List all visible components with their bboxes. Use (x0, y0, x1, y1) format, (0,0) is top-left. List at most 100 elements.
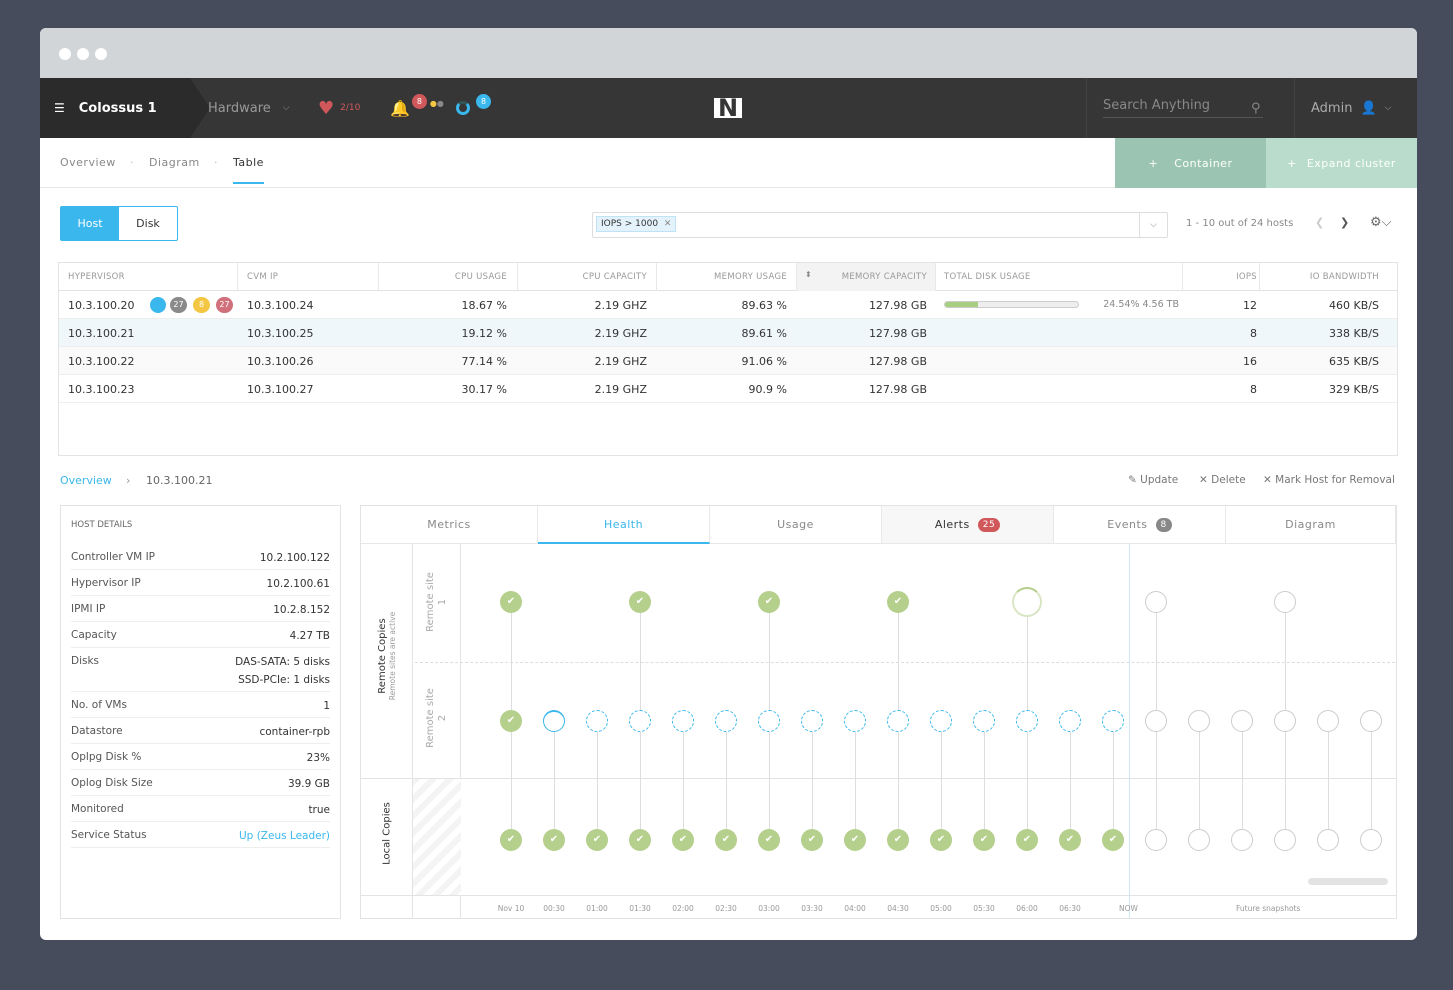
column-header[interactable]: CPU CAPACITY (582, 272, 647, 282)
tasks-indicator[interactable]: 8 (456, 78, 491, 138)
snapshot-pending[interactable] (715, 710, 737, 732)
window-max-dot[interactable] (95, 48, 107, 60)
snapshot-future[interactable] (1317, 710, 1339, 732)
tab-diagram[interactable]: Diagram (1226, 506, 1396, 544)
health-indicator[interactable]: ♥ 2/10 (318, 78, 360, 138)
alerts-indicator[interactable]: 🔔 8 ●● (390, 78, 444, 138)
hardware-menu[interactable]: Hardware ⌵ (208, 78, 290, 138)
snapshot-done[interactable]: ✔ (758, 591, 780, 613)
delete-button[interactable]: ✕ Delete (1199, 474, 1246, 486)
table-row[interactable]: 10.3.100.23 10.3.100.27 30.17 % 2.19 GHZ 90.… (59, 375, 1397, 403)
snapshot-done[interactable]: ✔ (973, 829, 995, 851)
snapshot-future[interactable] (1360, 710, 1382, 732)
column-header[interactable]: TOTAL DISK USAGE (944, 272, 1031, 282)
snapshot-done[interactable]: ✔ (672, 829, 694, 851)
close-icon[interactable]: ✕ (663, 219, 672, 229)
snapshot-done[interactable]: ✔ (1059, 829, 1081, 851)
snapshot-future[interactable] (1188, 710, 1210, 732)
tab-overview[interactable]: Overview (60, 156, 116, 169)
tab-table[interactable]: Table (233, 156, 264, 184)
snapshot-done[interactable]: ✔ (500, 710, 522, 732)
expand-cluster-button[interactable]: + Expand cluster (1266, 138, 1417, 188)
snapshot-pending[interactable] (629, 710, 651, 732)
snapshot-done[interactable]: ✔ (629, 591, 651, 613)
mark-removal-button[interactable]: ✕ Mark Host for Removal (1263, 474, 1395, 486)
snapshot-pending[interactable] (586, 710, 608, 732)
snapshot-pending[interactable] (1059, 710, 1081, 732)
column-header[interactable]: CPU USAGE (454, 272, 507, 282)
snapshot-pending[interactable] (930, 710, 952, 732)
snapshot-done[interactable]: ✔ (629, 829, 651, 851)
snapshot-future[interactable] (1145, 710, 1167, 732)
tab-metrics[interactable]: Metrics (361, 506, 538, 544)
tab-alerts[interactable]: Alerts 25 (882, 506, 1054, 544)
toggle-host[interactable]: Host (61, 207, 119, 240)
column-header[interactable]: HYPERVISOR (68, 272, 125, 282)
snapshot-pending[interactable] (1102, 710, 1124, 732)
gear-icon[interactable]: ⚙⌵ (1370, 215, 1392, 230)
snapshot-future[interactable] (1274, 710, 1296, 732)
snapshot-future[interactable] (1317, 829, 1339, 851)
snapshot-done[interactable]: ✔ (930, 829, 952, 851)
cluster-switcher[interactable]: ☰ Colossus 1 (40, 78, 210, 138)
snapshot-done[interactable]: ✔ (844, 829, 866, 851)
snapshot-future[interactable] (1274, 591, 1296, 613)
breadcrumb-overview[interactable]: Overview (60, 474, 112, 487)
snapshot-done[interactable]: ✔ (887, 591, 909, 613)
snapshot-future[interactable] (1274, 829, 1296, 851)
update-button[interactable]: ✎ Update (1128, 474, 1178, 486)
snapshot-done[interactable]: ✔ (887, 829, 909, 851)
snapshot-future[interactable] (1231, 710, 1253, 732)
snapshot-done[interactable]: ✔ (500, 591, 522, 613)
add-container-button[interactable]: + Container (1115, 138, 1266, 188)
snapshot-pending[interactable] (672, 710, 694, 732)
tab-health[interactable]: Health (538, 506, 710, 544)
snapshot-pending[interactable] (887, 710, 909, 732)
column-header[interactable]: IO BANDWIDTH (1309, 272, 1379, 282)
tab-usage[interactable]: Usage (710, 506, 882, 544)
search-box[interactable]: Search Anything ⚲ (1086, 78, 1263, 138)
snapshot-pending[interactable] (758, 710, 780, 732)
snapshot-done[interactable]: ✔ (801, 829, 823, 851)
snapshot-done[interactable]: ✔ (715, 829, 737, 851)
snapshot-progress[interactable] (543, 710, 565, 732)
snapshot-pending[interactable] (1016, 710, 1038, 732)
detail-value[interactable]: Up (Zeus Leader) (239, 830, 330, 842)
snapshot-done[interactable]: ✔ (586, 829, 608, 851)
snapshot-progress[interactable] (1012, 587, 1042, 617)
snapshot-future[interactable] (1360, 829, 1382, 851)
window-min-dot[interactable] (77, 48, 89, 60)
filter-input[interactable]: IOPS > 1000 ✕ ⌵ (592, 212, 1168, 238)
snapshot-future[interactable] (1145, 829, 1167, 851)
chevron-down-icon[interactable]: ⌵ (1139, 213, 1167, 237)
table-row[interactable]: 10.3.100.22 10.3.100.26 77.14 % 2.19 GHZ 91.… (59, 347, 1397, 375)
chevron-left-icon[interactable]: ❮ (1315, 216, 1325, 229)
column-header[interactable]: MEMORY USAGE (714, 272, 787, 282)
table-row[interactable]: 10.3.100.21 10.3.100.25 19.12 % 2.19 GHZ 89.… (59, 319, 1397, 347)
column-header[interactable]: IOPS (1236, 272, 1257, 282)
snapshot-future[interactable] (1188, 829, 1210, 851)
toggle-disk[interactable]: Disk (136, 217, 160, 230)
snapshot-pending[interactable] (801, 710, 823, 732)
search-input[interactable]: Search Anything (1103, 98, 1263, 118)
sort-icon[interactable]: ⬍ (805, 270, 812, 279)
snapshot-done[interactable]: ✔ (1016, 829, 1038, 851)
chevron-right-icon[interactable]: ❯ (1340, 216, 1350, 229)
snapshot-done[interactable]: ✔ (1102, 829, 1124, 851)
snapshot-pending[interactable] (844, 710, 866, 732)
window-close-dot[interactable] (59, 48, 71, 60)
snapshot-done[interactable]: ✔ (500, 829, 522, 851)
snapshot-done[interactable]: ✔ (758, 829, 780, 851)
tab-events[interactable]: Events 8 (1054, 506, 1226, 544)
table-row[interactable]: 10.3.100.20 10.3.100.24 18.67 % 2.19 GHZ 89.… (59, 291, 1397, 319)
column-header[interactable]: MEMORY CAPACITY (841, 272, 927, 282)
snapshot-pending[interactable] (973, 710, 995, 732)
snapshot-future[interactable] (1231, 829, 1253, 851)
snapshot-future[interactable] (1145, 591, 1167, 613)
search-icon[interactable]: ⚲ (1251, 100, 1261, 116)
snapshot-done[interactable]: ✔ (543, 829, 565, 851)
column-header[interactable]: CVM IP (247, 272, 279, 282)
user-menu[interactable]: Admin 👤 ⌵ (1294, 78, 1391, 138)
horizontal-scrollbar[interactable] (1308, 878, 1388, 885)
tab-diagram[interactable]: Diagram (149, 156, 200, 169)
